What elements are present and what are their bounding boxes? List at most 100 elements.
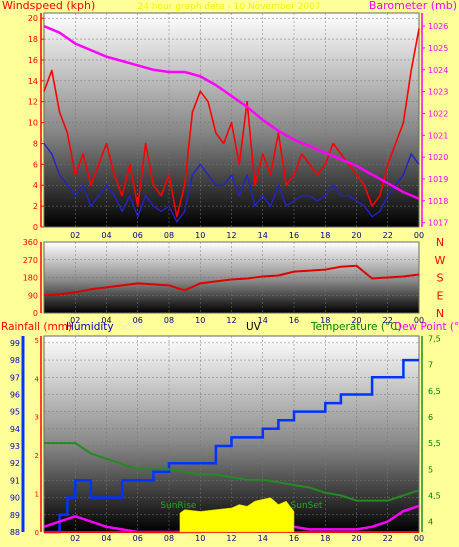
x-tick-label: 02 [70, 231, 80, 240]
compass-label: E [437, 289, 444, 302]
compass-label: N [436, 307, 444, 320]
barometer-tick-label: 1017 [428, 219, 448, 228]
wind-average-line [43, 143, 420, 223]
windspeed-tick-label: 4 [33, 181, 38, 190]
temperature-tick-label: 5,5 [428, 439, 441, 448]
x-tick-label: 04 [101, 316, 111, 325]
windspeed-tick-label: 14 [28, 77, 38, 86]
x-tick-label: 06 [133, 534, 143, 543]
humidity-tick-label: 89 [10, 511, 20, 520]
x-tick-label: 22 [383, 534, 393, 543]
x-tick-label: 14 [258, 316, 268, 325]
x-tick-label: 00 [414, 534, 424, 543]
header-faint-title: 24 hour graph data - 10 November 2007 [137, 2, 320, 12]
x-tick-label: 08 [164, 231, 174, 240]
wind-direction-line [43, 264, 420, 297]
temperature-tick-label: 6,5 [428, 387, 441, 396]
x-tick-label: 16 [289, 534, 299, 543]
barometer-tick-label: 1020 [428, 153, 448, 162]
barometer-tick-label: 1025 [428, 44, 448, 53]
x-tick-label: 14 [258, 231, 268, 240]
rainfall-tick-label: 3 [35, 414, 39, 422]
x-tick-label: 00 [414, 316, 424, 325]
x-tick-label: 04 [101, 534, 111, 543]
direction-tick-label: 270 [23, 256, 38, 265]
wind-plot-area [43, 12, 420, 228]
x-tick-label: 14 [258, 534, 268, 543]
temperature-tick-label: 6 [428, 413, 433, 422]
windspeed-tick-label: 8 [33, 139, 38, 148]
sunset-label: SunSet [291, 501, 323, 511]
temperature-line [44, 442, 420, 502]
windspeed-tick-label: 0 [33, 223, 38, 232]
x-tick-label: 08 [164, 534, 174, 543]
windspeed-tick-label: 18 [28, 35, 38, 44]
x-tick-label: 10 [195, 231, 205, 240]
uv-axis-title: UV [246, 321, 262, 333]
x-tick-label: 10 [195, 316, 205, 325]
direction-tick-label: 180 [23, 274, 38, 283]
temperature-tick-label: 5 [428, 465, 433, 474]
chart-annotations: SunRise SunSet [160, 501, 323, 511]
direction-tick-label: 360 [23, 238, 38, 247]
humidity-tick-label: 92 [10, 459, 20, 468]
humidity-tick-label: 96 [10, 390, 20, 399]
humidity-tick-label: 97 [10, 373, 20, 382]
x-tick-label: 02 [70, 534, 80, 543]
humidity-axis-title: Humidity [66, 321, 114, 333]
x-tick-label: 02 [70, 316, 80, 325]
barometer-line [43, 24, 420, 200]
barometer-axis-title: Barometer (mb) [369, 0, 457, 12]
humidity-tick-label: 93 [10, 442, 20, 451]
x-tick-label: 06 [133, 316, 143, 325]
barometer-tick-label: 1023 [428, 88, 448, 97]
windspeed-line [43, 28, 420, 218]
compass-label: S [437, 272, 444, 285]
dewpoint-axis-title: Dew Point (°C) [394, 321, 459, 333]
temperature-axis-title: Temperature (°C) [310, 321, 402, 333]
chart-series [43, 24, 420, 534]
x-tick-label: 00 [414, 231, 424, 240]
x-tick-label: 04 [101, 231, 111, 240]
x-tick-label: 10 [195, 534, 205, 543]
gridlines [44, 13, 420, 533]
windspeed-tick-label: 12 [28, 98, 38, 107]
rainfall-tick-label: 5 [35, 337, 39, 345]
barometer-tick-label: 1019 [428, 175, 448, 184]
compass-label: W [435, 254, 446, 267]
humidity-tick-label: 95 [10, 408, 20, 417]
windspeed-axis-title: Windspeed (kph) [2, 0, 95, 12]
direction-tick-label: 0 [33, 309, 38, 318]
windspeed-tick-label: 6 [33, 160, 38, 169]
windspeed-tick-label: 20 [28, 14, 38, 23]
x-tick-label: 12 [226, 316, 236, 325]
x-tick-label: 18 [320, 231, 330, 240]
windspeed-tick-label: 2 [33, 202, 38, 211]
barometer-tick-label: 1024 [428, 66, 448, 75]
x-tick-label: 22 [383, 316, 393, 325]
barometer-tick-label: 1021 [428, 131, 448, 140]
humidity-line [44, 358, 419, 534]
barometer-tick-label: 1018 [428, 197, 448, 206]
humidity-tick-label: 99 [10, 339, 20, 348]
windspeed-tick-label: 16 [28, 56, 38, 65]
x-tick-label: 12 [226, 231, 236, 240]
x-tick-label: 20 [351, 316, 361, 325]
temperature-tick-label: 4,5 [428, 491, 441, 500]
humidity-tick-label: 94 [10, 425, 20, 434]
rainfall-tick-label: 2 [35, 452, 39, 460]
x-tick-label: 16 [289, 231, 299, 240]
humidity-tick-label: 88 [10, 528, 20, 537]
rainfall-axis-title: Rainfall (mm) [1, 321, 72, 333]
x-tick-label: 06 [133, 231, 143, 240]
x-tick-label: 18 [320, 534, 330, 543]
temperature-tick-label: 7,5 [428, 335, 441, 344]
barometer-tick-label: 1022 [428, 109, 448, 118]
compass-label: N [436, 236, 444, 249]
x-tick-label: 08 [164, 316, 174, 325]
rainfall-tick-label: 4 [35, 375, 40, 383]
x-tick-label: 20 [351, 534, 361, 543]
humidity-tick-label: 98 [10, 356, 20, 365]
